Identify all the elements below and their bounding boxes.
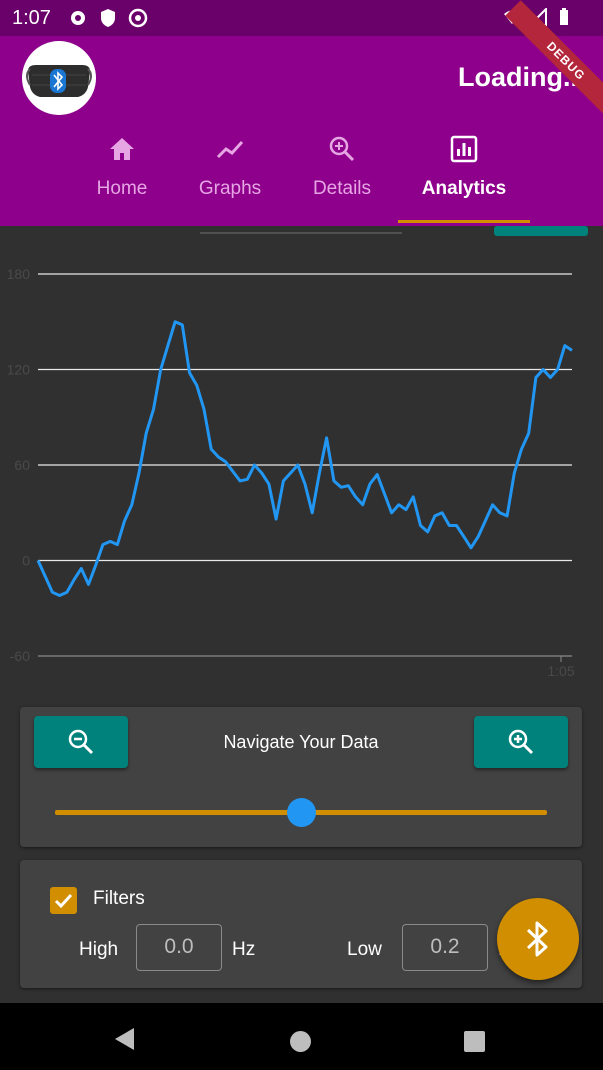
navigation-slider-thumb[interactable] [287,798,316,827]
tab-home[interactable]: Home [82,134,162,226]
line-chart: 180 120 60 0 -60 1:05 [7,226,588,679]
x-tick-label: 1:05 [547,663,574,679]
zoom-out-button[interactable] [34,716,128,768]
gear-icon [68,8,88,28]
high-label: High [79,939,119,960]
tab-label: Home [96,178,148,199]
app-logo-avatar [22,41,96,115]
tab-label: Details [312,178,372,199]
at-sign-icon [128,8,148,28]
mask-bluetooth-logo-icon [26,65,92,97]
y-tick-label: -60 [10,648,30,664]
tab-details[interactable]: Details [298,134,386,226]
line-chart-icon [216,140,244,159]
home-icon [110,138,134,160]
partially-visible-button[interactable] [494,226,588,236]
recents-icon[interactable] [464,1031,485,1052]
navigator-card: Navigate Your Data [20,707,582,847]
zoom-in-icon [508,729,534,755]
system-nav-bar [0,1003,603,1070]
status-time: 1:07 [12,7,51,29]
y-tick-label: 120 [7,362,31,378]
zoom-search-icon [329,136,355,162]
tab-bar: Home Graphs Details Analytics [0,134,603,226]
y-tick-label: 0 [22,553,30,569]
filter-card: Filters High 0.0 Hz Low 0.2 Hz [20,860,582,988]
back-icon[interactable] [114,1027,136,1051]
y-tick-label: 180 [7,266,31,282]
bluetooth-icon [526,921,548,957]
filters-label: Filters [93,888,145,909]
analytics-icon [450,135,478,163]
bluetooth-fab[interactable] [497,898,579,980]
tab-analytics[interactable]: Analytics [405,134,523,226]
tab-label: Analytics [421,178,507,199]
navigator-title: Navigate Your Data [223,732,379,752]
analytics-chart[interactable]: 180 120 60 0 -60 1:05 [0,226,603,696]
home-circle-icon[interactable] [290,1031,311,1052]
high-frequency-input[interactable]: 0.0 [136,924,222,971]
active-tab-indicator [398,220,530,223]
shield-icon [98,8,118,28]
y-tick-label: 60 [14,457,30,473]
filters-checkbox[interactable] [50,887,77,914]
high-unit: Hz [232,939,256,960]
tab-graphs[interactable]: Graphs [182,134,278,226]
series-line [36,320,573,597]
battery-icon [555,8,573,26]
tab-label: Graphs [198,178,262,199]
zoom-in-button[interactable] [474,716,568,768]
app-bar: Loading.. DEBUG Home Graphs Details [0,0,603,226]
low-label: Low [347,939,382,960]
checkmark-icon [54,893,73,909]
zoom-out-icon [68,729,94,755]
status-bar: 1:07 [0,0,603,36]
low-frequency-input[interactable]: 0.2 [402,924,488,971]
